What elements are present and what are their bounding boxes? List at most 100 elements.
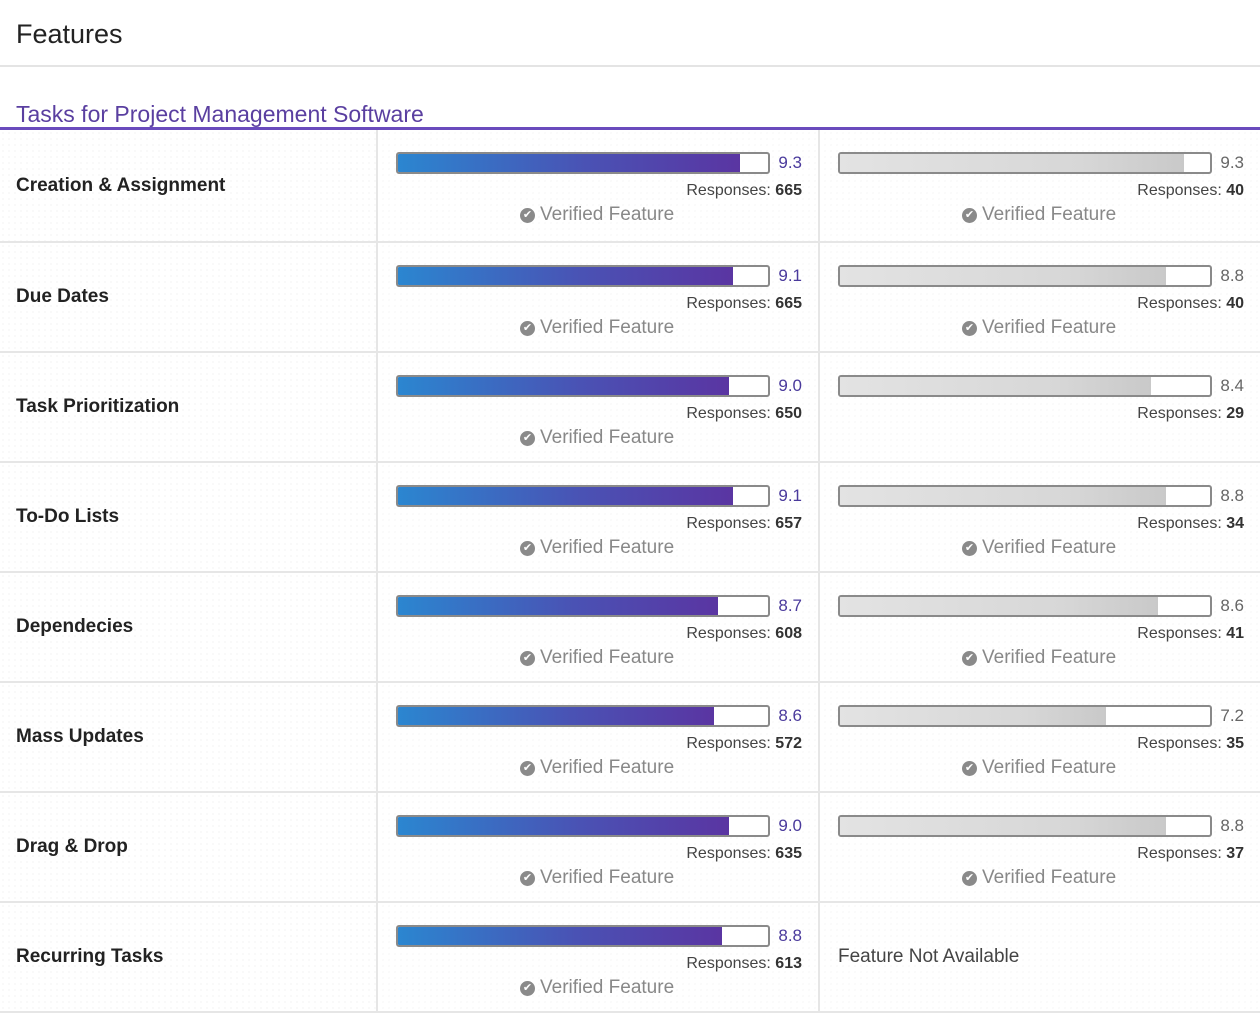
responses-label: Responses: (686, 845, 776, 862)
rating-bar (396, 925, 770, 947)
rating-bar-fill (398, 597, 718, 615)
responses-value: 35 (1226, 735, 1244, 752)
verified-feature-label: Verified Feature (982, 867, 1117, 888)
check-circle-icon: ✔ (520, 541, 535, 556)
rating-score: 9.1 (778, 266, 802, 285)
page-title: Features (16, 19, 123, 49)
check-circle-icon: ✔ (520, 871, 535, 886)
responses-count: Responses: 650 (686, 405, 802, 423)
check-circle-icon: ✔ (962, 871, 977, 886)
feature-name-cell: Task Prioritization (0, 353, 378, 461)
verified-feature-label: Verified Feature (540, 977, 675, 998)
rating-bar (838, 485, 1212, 507)
rating-bar (396, 595, 770, 617)
product-b-rating-cell: 8.8 Responses: 34 ✔ Verified Feature (822, 463, 1260, 571)
verified-feature-badge: ✔ Verified Feature (962, 867, 1116, 889)
section-title: Tasks for Project Management Software (16, 101, 424, 127)
rating-bar (838, 595, 1212, 617)
verified-feature-badge: ✔ Verified Feature (520, 317, 674, 339)
feature-name: Drag & Drop (16, 836, 128, 857)
responses-value: 608 (775, 625, 802, 642)
rating-bar-fill (840, 817, 1166, 835)
responses-count: Responses: 665 (686, 295, 802, 313)
responses-count: Responses: 35 (1137, 735, 1244, 753)
feature-name: Creation & Assignment (16, 174, 226, 196)
product-a-rating-cell: 9.1 Responses: 657 ✔ Verified Feature (380, 463, 820, 571)
rating-bar (396, 152, 770, 174)
rating-score: 8.6 (778, 706, 802, 725)
check-circle-icon: ✔ (520, 208, 535, 223)
responses-count: Responses: 29 (1137, 405, 1244, 423)
rating-bar (838, 265, 1212, 287)
check-circle-icon: ✔ (520, 981, 535, 996)
verified-feature-badge: ✔ Verified Feature (962, 317, 1116, 339)
feature-name-cell: Dependecies (0, 573, 378, 681)
responses-count: Responses: 34 (1137, 515, 1244, 533)
table-row: Recurring Tasks 8.8 Responses: 613 ✔ Verifie… (0, 903, 1260, 1013)
responses-count: Responses: 572 (686, 735, 802, 753)
verified-feature-label: Verified Feature (540, 757, 675, 778)
feature-name: Recurring Tasks (16, 946, 164, 967)
verified-feature-label: Verified Feature (982, 537, 1117, 558)
rating-bar (396, 705, 770, 727)
feature-name-cell: Creation & Assignment (0, 130, 378, 241)
responses-label: Responses: (1137, 625, 1227, 642)
verified-feature-label: Verified Feature (540, 204, 675, 225)
responses-value: 37 (1226, 845, 1244, 862)
feature-name-cell: Due Dates (0, 243, 378, 351)
verified-feature-badge: ✔ Verified Feature (962, 537, 1116, 559)
rating-bar-fill (840, 707, 1106, 725)
responses-label: Responses: (686, 735, 776, 752)
verified-feature-label: Verified Feature (982, 647, 1117, 668)
feature-name: Due Dates (16, 286, 109, 307)
rating-bar-fill (398, 267, 733, 285)
feature-name-cell: Mass Updates (0, 683, 378, 791)
rating-score: 8.8 (1220, 816, 1244, 835)
table-row: Drag & Drop 9.0 Responses: 635 ✔ Verified Fe… (0, 793, 1260, 903)
rating-bar-fill (398, 707, 714, 725)
table-row: Creation & Assignment 9.3 Responses: 665 ✔ V… (0, 130, 1260, 243)
rating-score: 9.0 (778, 376, 802, 395)
rating-bar-fill (840, 597, 1158, 615)
rating-bar (838, 815, 1212, 837)
responses-label: Responses: (686, 955, 776, 972)
rating-bar (838, 152, 1212, 174)
verified-feature-label: Verified Feature (540, 427, 675, 448)
product-a-rating-cell: 8.7 Responses: 608 ✔ Verified Feature (380, 573, 820, 681)
product-b-rating-cell: 7.2 Responses: 35 ✔ Verified Feature (822, 683, 1260, 791)
rating-bar-fill (398, 927, 722, 945)
rating-score: 7.2 (1220, 706, 1244, 725)
section-divider (0, 127, 1260, 130)
features-header: Features (0, 0, 1260, 67)
product-a-rating-cell: 9.0 Responses: 650 ✔ Verified Feature (380, 353, 820, 461)
responses-value: 572 (775, 735, 802, 752)
responses-value: 34 (1226, 515, 1244, 532)
verified-feature-label: Verified Feature (540, 867, 675, 888)
rating-bar (838, 705, 1212, 727)
verified-feature-badge: ✔ Verified Feature (520, 977, 674, 999)
verified-feature-label: Verified Feature (540, 647, 675, 668)
verified-feature-label: Verified Feature (982, 204, 1117, 225)
product-b-rating-cell: 8.8 Responses: 40 ✔ Verified Feature (822, 243, 1260, 351)
product-a-rating-cell: 8.8 Responses: 613 ✔ Verified Feature (380, 903, 820, 1011)
responses-label: Responses: (1137, 845, 1227, 862)
verified-feature-badge: ✔ Verified Feature (520, 757, 674, 779)
responses-label: Responses: (686, 182, 776, 199)
feature-name: To-Do Lists (16, 506, 120, 527)
product-b-rating-cell: 8.8 Responses: 37 ✔ Verified Feature (822, 793, 1260, 901)
check-circle-icon: ✔ (962, 761, 977, 776)
product-b-rating-cell: Feature Not Available (822, 903, 1260, 1011)
feature-not-available: Feature Not Available (838, 946, 1020, 967)
rating-bar (396, 815, 770, 837)
responses-label: Responses: (686, 295, 776, 312)
responses-value: 40 (1226, 295, 1244, 312)
rating-bar (396, 485, 770, 507)
rating-score: 8.4 (1220, 376, 1244, 395)
feature-name: Task Prioritization (16, 396, 180, 417)
responses-count: Responses: 657 (686, 515, 802, 533)
rating-score: 8.8 (1220, 266, 1244, 285)
responses-label: Responses: (1137, 515, 1227, 532)
responses-count: Responses: 613 (686, 955, 802, 973)
responses-count: Responses: 41 (1137, 625, 1244, 643)
rating-score: 9.1 (778, 486, 802, 505)
